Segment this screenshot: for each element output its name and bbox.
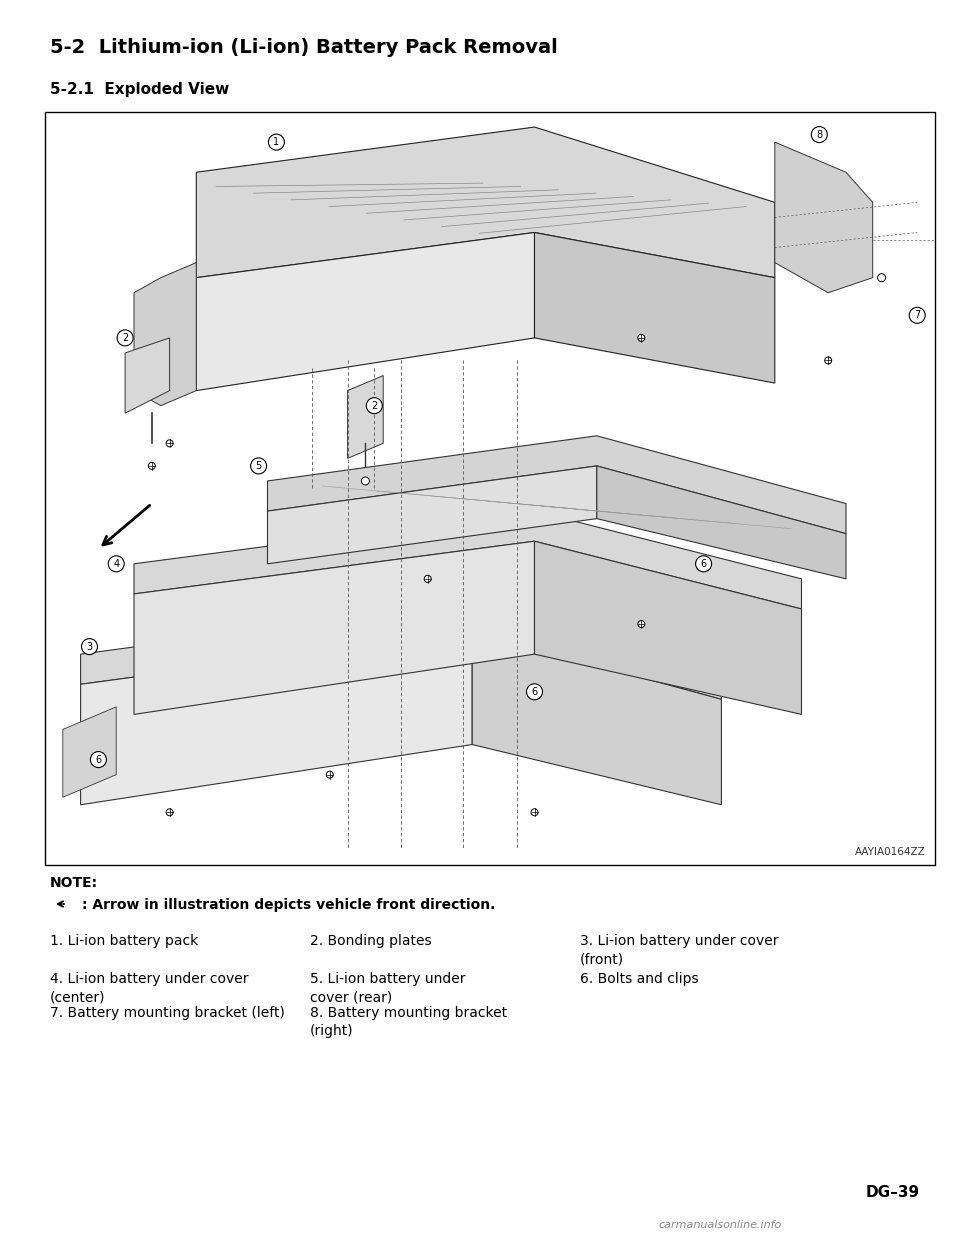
Text: 2: 2 — [122, 333, 129, 343]
Text: carmanualsonline.info: carmanualsonline.info — [659, 1220, 781, 1230]
Circle shape — [637, 334, 645, 342]
Text: 1. Li-ion battery pack: 1. Li-ion battery pack — [50, 934, 199, 948]
Text: 7. Battery mounting bracket (left): 7. Battery mounting bracket (left) — [50, 1006, 285, 1020]
Text: 2. Bonding plates: 2. Bonding plates — [310, 934, 432, 948]
Text: 6: 6 — [95, 755, 102, 765]
Circle shape — [637, 621, 645, 627]
Bar — [45, 112, 935, 864]
Text: 6. Bolts and clips: 6. Bolts and clips — [580, 972, 699, 986]
Text: 8. Battery mounting bracket
(right): 8. Battery mounting bracket (right) — [310, 1006, 507, 1038]
Circle shape — [811, 127, 828, 143]
Text: 3: 3 — [86, 642, 92, 652]
Circle shape — [424, 575, 431, 582]
Text: 4: 4 — [113, 559, 119, 569]
Text: 6: 6 — [701, 559, 707, 569]
Text: 5: 5 — [255, 461, 262, 471]
Polygon shape — [196, 127, 775, 278]
Polygon shape — [62, 707, 116, 797]
Text: 7: 7 — [914, 310, 921, 320]
Text: 4. Li-ion battery under cover
(center): 4. Li-ion battery under cover (center) — [50, 972, 249, 1005]
Text: 5-2  Lithium-ion (Li-ion) Battery Pack Removal: 5-2 Lithium-ion (Li-ion) Battery Pack Re… — [50, 39, 558, 57]
Circle shape — [148, 462, 156, 469]
Circle shape — [251, 458, 267, 474]
Circle shape — [117, 330, 133, 347]
Text: 8: 8 — [816, 129, 823, 139]
Circle shape — [877, 273, 885, 282]
Text: 1: 1 — [274, 137, 279, 147]
Polygon shape — [81, 601, 721, 699]
Text: 5-2.1  Exploded View: 5-2.1 Exploded View — [50, 82, 229, 97]
Circle shape — [825, 356, 831, 364]
Text: 5. Li-ion battery under
cover (rear): 5. Li-ion battery under cover (rear) — [310, 972, 466, 1005]
Circle shape — [269, 134, 284, 150]
Polygon shape — [134, 542, 535, 714]
Polygon shape — [81, 632, 472, 805]
Polygon shape — [125, 338, 170, 414]
Polygon shape — [196, 232, 535, 391]
Polygon shape — [134, 512, 802, 609]
Circle shape — [326, 771, 333, 779]
Circle shape — [531, 809, 538, 816]
Polygon shape — [535, 542, 802, 714]
Polygon shape — [348, 375, 383, 458]
Polygon shape — [268, 436, 846, 534]
Text: AAYIA0164ZZ: AAYIA0164ZZ — [855, 847, 926, 857]
Text: 3. Li-ion battery under cover
(front): 3. Li-ion battery under cover (front) — [580, 934, 779, 966]
Polygon shape — [535, 232, 775, 383]
Polygon shape — [268, 466, 597, 564]
Polygon shape — [597, 466, 846, 579]
Circle shape — [166, 440, 173, 447]
Circle shape — [526, 684, 542, 699]
Text: 6: 6 — [532, 687, 538, 697]
Circle shape — [108, 556, 124, 571]
Circle shape — [909, 307, 925, 323]
Circle shape — [166, 809, 173, 816]
Circle shape — [361, 477, 370, 484]
Circle shape — [90, 751, 107, 768]
Text: 2: 2 — [372, 401, 377, 411]
Text: DG–39: DG–39 — [866, 1185, 920, 1200]
Text: : Arrow in illustration depicts vehicle front direction.: : Arrow in illustration depicts vehicle … — [82, 898, 495, 912]
Polygon shape — [472, 632, 721, 805]
Circle shape — [696, 556, 711, 571]
Text: NOTE:: NOTE: — [50, 876, 98, 891]
Circle shape — [367, 397, 382, 414]
Circle shape — [82, 638, 98, 655]
Polygon shape — [134, 262, 196, 406]
Polygon shape — [775, 142, 873, 293]
